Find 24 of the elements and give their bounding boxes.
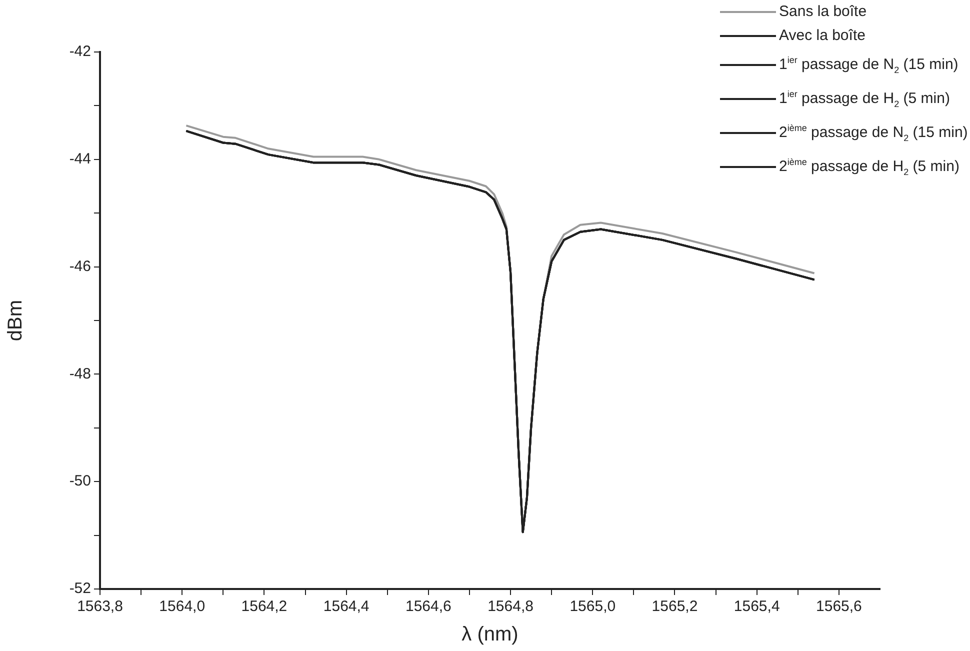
y-tick-label: -44 xyxy=(69,150,91,168)
x-tick-label: 1564,6 xyxy=(405,598,452,616)
x-tick-label: 1565,6 xyxy=(816,598,862,616)
x-tick-label: 1565,0 xyxy=(570,598,616,616)
y-tick-label: -48 xyxy=(69,365,91,382)
x-tick-label: 1564,2 xyxy=(241,598,288,616)
y-axis-title: dBm xyxy=(4,300,27,342)
x-tick-label: 1564,0 xyxy=(159,598,206,616)
legend-label: 1$^{ier}$ passage de N$_{2}$ (15 min) xyxy=(779,54,958,77)
legend-label: 2$^{ième}$ passage de N$_{2}$ (15 min) xyxy=(779,122,968,145)
legend-label: 2$^{ième}$ passage de H$_{2}$ (5 min) xyxy=(779,156,960,179)
x-tick-label: 1565,4 xyxy=(734,598,780,616)
legend-label: Avec la boîte xyxy=(779,26,866,46)
x-tick-label: 1564,4 xyxy=(323,598,370,616)
y-tick-label: -50 xyxy=(69,472,91,490)
y-tick-label: -42 xyxy=(69,43,91,60)
y-tick-label: -52 xyxy=(69,580,91,598)
y-tick-label: -46 xyxy=(69,258,91,275)
legend-label: 1$^{ier}$ passage de H$_{2}$ (5 min) xyxy=(779,88,950,111)
x-axis-title: λ (nm) xyxy=(462,624,518,646)
legend-label: Sans la boîte xyxy=(779,2,867,22)
x-tick-label: 1565,2 xyxy=(652,598,698,616)
x-tick-label: 1563,8 xyxy=(77,598,123,616)
x-tick-label: 1564,8 xyxy=(488,598,534,616)
